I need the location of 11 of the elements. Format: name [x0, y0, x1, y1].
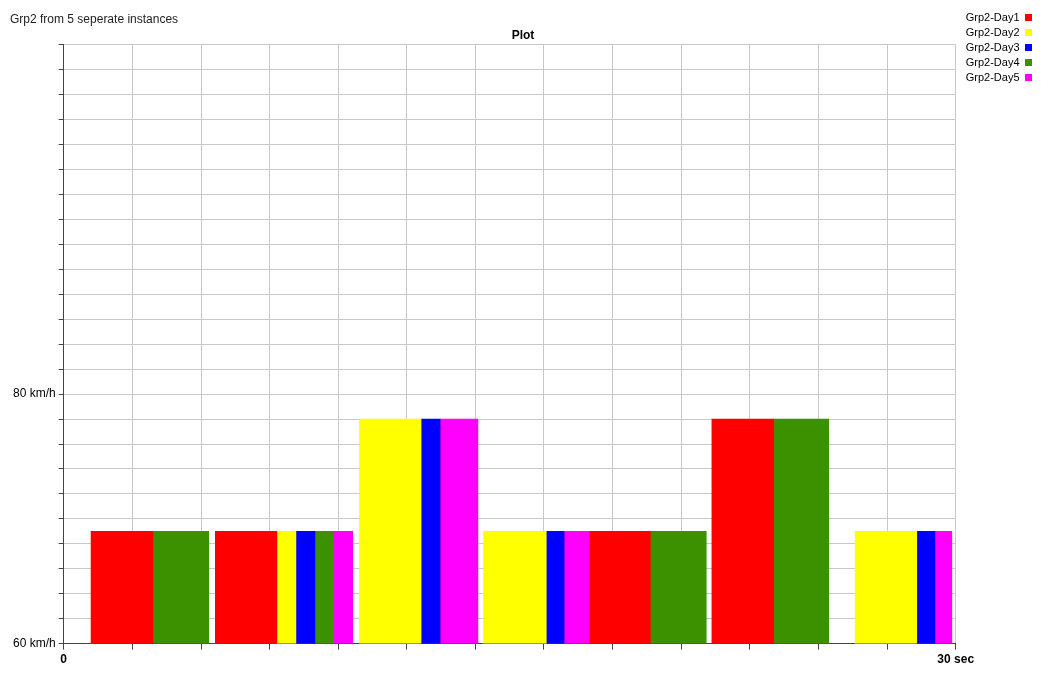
legend-label: Grp2-Day5 — [965, 70, 1020, 83]
legend-label: Grp2-Day4 — [965, 55, 1020, 68]
x-tick-label: 0 — [60, 652, 68, 667]
chart-title: Grp2 from 5 seperate instances — [10, 11, 179, 26]
x-tick-label: 30 sec — [937, 652, 975, 667]
legend-label: Grp2-Day1 — [965, 10, 1020, 23]
legend-label: Grp2-Day2 — [965, 25, 1020, 38]
chart-subtitle: Plot — [511, 27, 535, 42]
legend-label: Grp2-Day3 — [965, 40, 1020, 53]
y-tick-label: 60 km/h — [13, 635, 56, 650]
y-tick-label: 80 km/h — [13, 386, 56, 401]
